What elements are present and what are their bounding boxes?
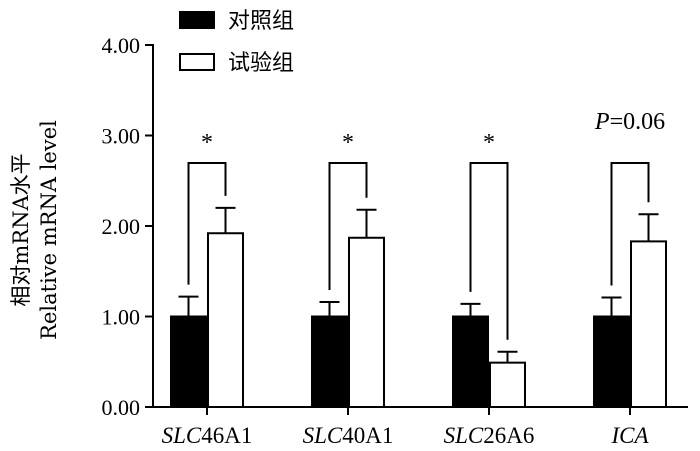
y-axis: 0.00 1.00 2.00 3.00 4.00	[102, 33, 154, 420]
bar-control	[452, 315, 489, 408]
significance-label: *	[342, 130, 354, 156]
x-axis: SLC46A1 SLC40A1 SLC26A6 ICA	[153, 406, 688, 448]
legend-swatch-control	[179, 11, 215, 29]
y-tick-label: 0.00	[102, 395, 141, 420]
significance-bracket	[469, 162, 509, 340]
y-axis-label: 相对mRNA水平 Relative mRNA level	[9, 120, 61, 340]
significance-label: *	[201, 130, 213, 156]
bar-test	[489, 361, 526, 408]
x-tick-label: SLC40A1	[303, 423, 394, 448]
legend-swatch-test	[179, 53, 215, 71]
y-axis-label-line: Relative mRNA level	[37, 120, 61, 340]
y-tick-label: 1.00	[102, 305, 141, 330]
x-tick-label: SLC46A1	[162, 423, 253, 448]
bar-control	[311, 315, 348, 408]
significance-bracket	[610, 162, 650, 286]
legend-label: 试验组	[228, 51, 294, 76]
bar-control	[170, 315, 207, 408]
bar-test	[207, 232, 244, 408]
bar-test	[348, 236, 385, 408]
significance-label: *	[483, 130, 495, 156]
y-tick-label: 4.00	[102, 33, 141, 58]
x-tick-label: ICA	[610, 423, 649, 448]
y-tick-label: 3.00	[102, 124, 141, 149]
significance-bracket	[328, 162, 368, 291]
significance-label: P=0.06	[594, 109, 665, 135]
legend-label: 对照组	[228, 9, 294, 34]
significance-bracket	[187, 162, 227, 285]
bar-control	[593, 315, 630, 408]
bars	[170, 206, 667, 408]
significance-annotations: * * * P=0.06	[187, 109, 665, 340]
bar-test	[630, 240, 667, 408]
y-axis-label-line: 相对mRNA水平	[9, 153, 33, 306]
y-tick-label: 2.00	[102, 214, 141, 239]
x-tick-label: SLC26A6	[444, 423, 535, 448]
